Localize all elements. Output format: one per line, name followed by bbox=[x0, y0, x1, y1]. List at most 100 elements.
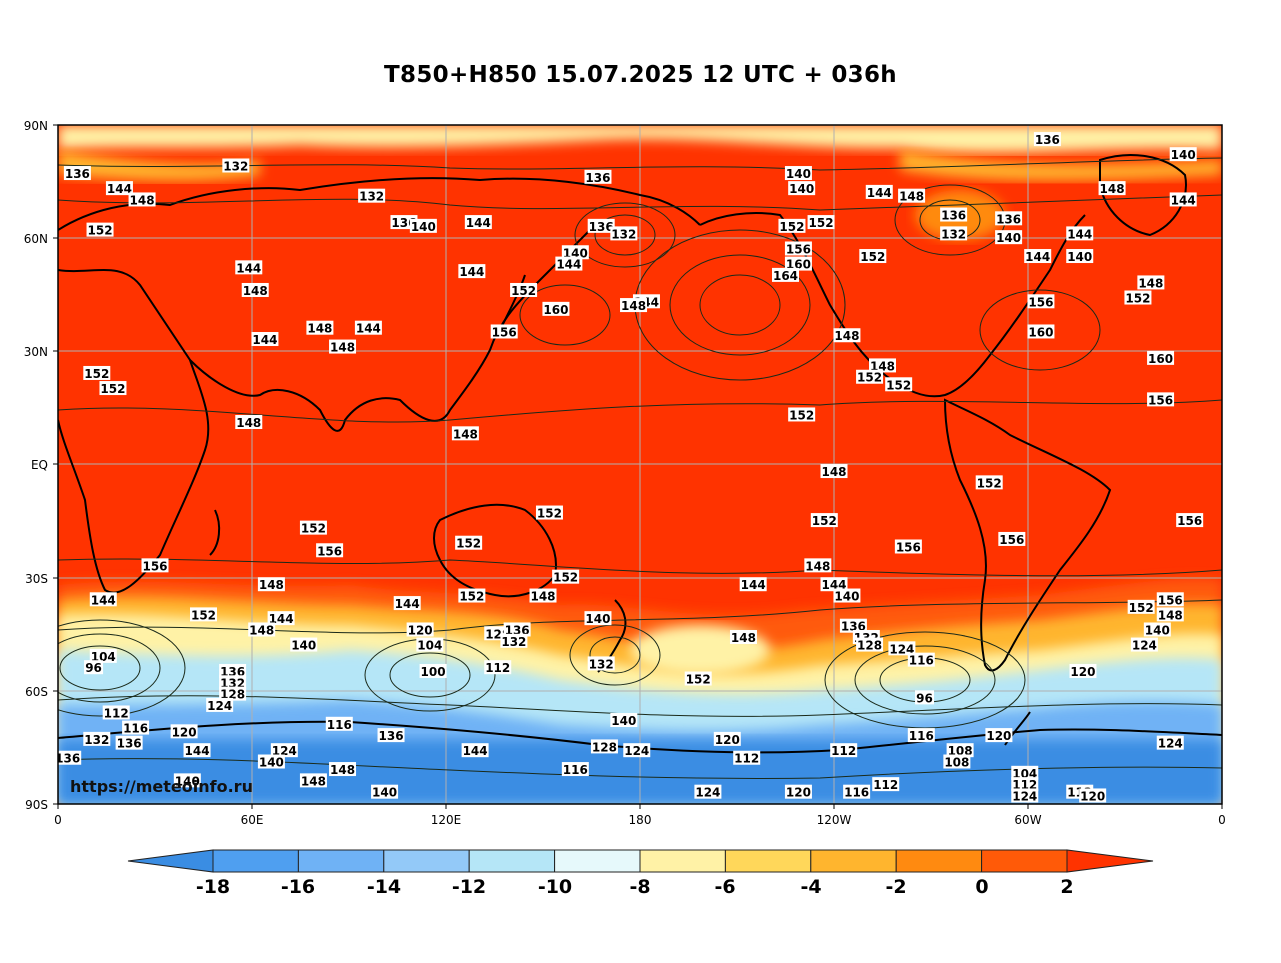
contour-label: 152 bbox=[857, 371, 882, 385]
contour-label-bg bbox=[985, 728, 1013, 743]
colorbar-swatch bbox=[554, 849, 641, 873]
contour-label: 136 bbox=[585, 171, 610, 185]
contour-label: 136 bbox=[589, 220, 614, 234]
contour-label-bg bbox=[393, 596, 421, 611]
contour-label-bg bbox=[869, 358, 896, 373]
contour-label-bg bbox=[1027, 324, 1055, 339]
contour-label: 148 bbox=[301, 774, 326, 788]
contour-label: 132 bbox=[501, 635, 526, 649]
contour-label-bg bbox=[235, 415, 263, 430]
contour-label: 112 bbox=[873, 778, 898, 792]
contour-label: 96 bbox=[916, 691, 933, 705]
contour-label: 100 bbox=[421, 665, 446, 679]
contour-label-bg bbox=[1143, 622, 1171, 637]
contour-label-bg bbox=[1033, 132, 1061, 147]
contour-label-bg bbox=[739, 577, 767, 592]
contour-label: 160 bbox=[543, 303, 568, 317]
contour-label: 140 bbox=[411, 220, 436, 234]
contour-label: 116 bbox=[909, 729, 934, 743]
contour-label: 124 bbox=[624, 744, 649, 758]
contour-label-bg bbox=[173, 773, 201, 788]
colorbar-label: -12 bbox=[452, 876, 486, 898]
contour-label: 148 bbox=[249, 623, 274, 637]
contour-label-bg bbox=[839, 618, 867, 633]
contour-label-bg bbox=[461, 743, 489, 758]
contour-label-bg bbox=[299, 520, 327, 535]
colorbar-label: -10 bbox=[538, 876, 572, 898]
contour-label-bg bbox=[1069, 663, 1097, 678]
colorbar-boxes bbox=[127, 849, 1154, 873]
contour-label-bg bbox=[946, 743, 974, 758]
contour-label: 152 bbox=[860, 250, 885, 264]
contour-label: 148 bbox=[834, 329, 859, 343]
contour-label: 136 bbox=[1035, 133, 1060, 147]
contour-label: 116 bbox=[909, 654, 934, 668]
contour-label: 148 bbox=[236, 416, 261, 430]
contour-label: 152 bbox=[812, 514, 837, 528]
contour-label: 152 bbox=[553, 571, 578, 585]
contour-label-bg bbox=[820, 464, 848, 479]
contour-label-bg bbox=[219, 686, 247, 701]
contour-label: 132 bbox=[589, 657, 614, 671]
contour-label-bg bbox=[898, 188, 926, 203]
contour-label: 136 bbox=[996, 212, 1021, 226]
contour-label-bg bbox=[694, 784, 722, 799]
contour-label: 140 bbox=[175, 774, 200, 788]
contour-label-bg bbox=[358, 188, 386, 203]
contour-label-layer: 136 144 148 152 132 132 136 140 144 136 140 140 136 1… bbox=[58, 132, 1204, 803]
contour-label-bg bbox=[620, 298, 648, 313]
contour-label: 152 bbox=[977, 476, 1002, 490]
contour-label: 112 bbox=[104, 706, 129, 720]
contour-label-bg bbox=[458, 264, 486, 279]
contour-label-bg bbox=[219, 675, 247, 690]
contour-label: 152 bbox=[779, 220, 804, 234]
contour-label-bg bbox=[419, 663, 447, 678]
contour-label: 140 bbox=[259, 756, 284, 770]
contour-label-bg bbox=[290, 637, 318, 652]
contour-label-bg bbox=[500, 633, 528, 648]
contour-label: 156 bbox=[317, 544, 342, 558]
contour-label: 124 bbox=[1012, 789, 1037, 803]
contour-label: 160 bbox=[1028, 325, 1053, 339]
contour-label: 164 bbox=[773, 269, 798, 283]
contour-label: 144 bbox=[741, 578, 766, 592]
contour-label: 144 bbox=[356, 322, 381, 336]
contour-label-bg bbox=[856, 369, 884, 384]
colorbar-label: 2 bbox=[1060, 876, 1073, 898]
latitude-ticks bbox=[53, 124, 58, 805]
lon-label: 60W bbox=[1014, 813, 1041, 827]
contour-label: 140 bbox=[611, 714, 636, 728]
contour-label: 152 bbox=[459, 590, 484, 604]
contour-label: 144 bbox=[395, 597, 420, 611]
contour-label-bg bbox=[1011, 777, 1039, 792]
contour-label-bg bbox=[141, 558, 169, 573]
contour-label-bg bbox=[503, 622, 531, 637]
contour-label: 112 bbox=[734, 752, 759, 766]
lat-label: 60N bbox=[24, 232, 48, 246]
contour-label: 120 bbox=[786, 786, 811, 800]
contour-label: 156 bbox=[1158, 593, 1183, 607]
contour-label: 144 bbox=[466, 216, 491, 230]
contour-label: 132 bbox=[84, 733, 109, 747]
contour-label-bg bbox=[329, 762, 357, 777]
contour-label-bg bbox=[907, 728, 935, 743]
contour-label: 148 bbox=[621, 299, 646, 313]
lat-label: EQ bbox=[31, 458, 48, 472]
contour-label-bg bbox=[451, 426, 479, 441]
contour-label: 160 bbox=[1148, 352, 1173, 366]
contour-label-bg bbox=[733, 750, 761, 765]
contour-label: 148 bbox=[453, 427, 478, 441]
temperature-field: 136 144 148 152 132 132 136 140 144 136 140 140 136 1… bbox=[58, 125, 1222, 804]
contour-label-bg bbox=[1156, 592, 1184, 607]
contour-label-bg bbox=[329, 339, 357, 354]
contour-label-bg bbox=[584, 169, 612, 184]
contour-label-bg bbox=[1169, 192, 1197, 207]
contour-label-bg bbox=[371, 784, 399, 799]
contour-label: 116 bbox=[327, 718, 352, 732]
contour-label: 120 bbox=[172, 725, 197, 739]
contour-label-bg bbox=[943, 754, 971, 769]
contour-label: 144 bbox=[236, 261, 261, 275]
contour-label-bg bbox=[885, 377, 913, 392]
contour-label: 156 bbox=[492, 325, 517, 339]
